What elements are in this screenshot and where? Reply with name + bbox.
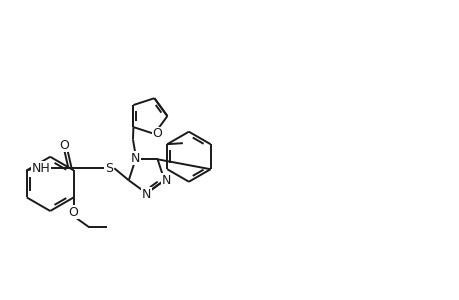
Text: S: S [105,162,113,175]
Text: N: N [131,152,140,165]
Text: O: O [68,206,78,218]
Text: O: O [59,139,69,152]
Text: N: N [142,188,151,201]
Text: NH: NH [32,162,50,175]
Text: O: O [152,128,162,140]
Text: N: N [162,174,171,187]
